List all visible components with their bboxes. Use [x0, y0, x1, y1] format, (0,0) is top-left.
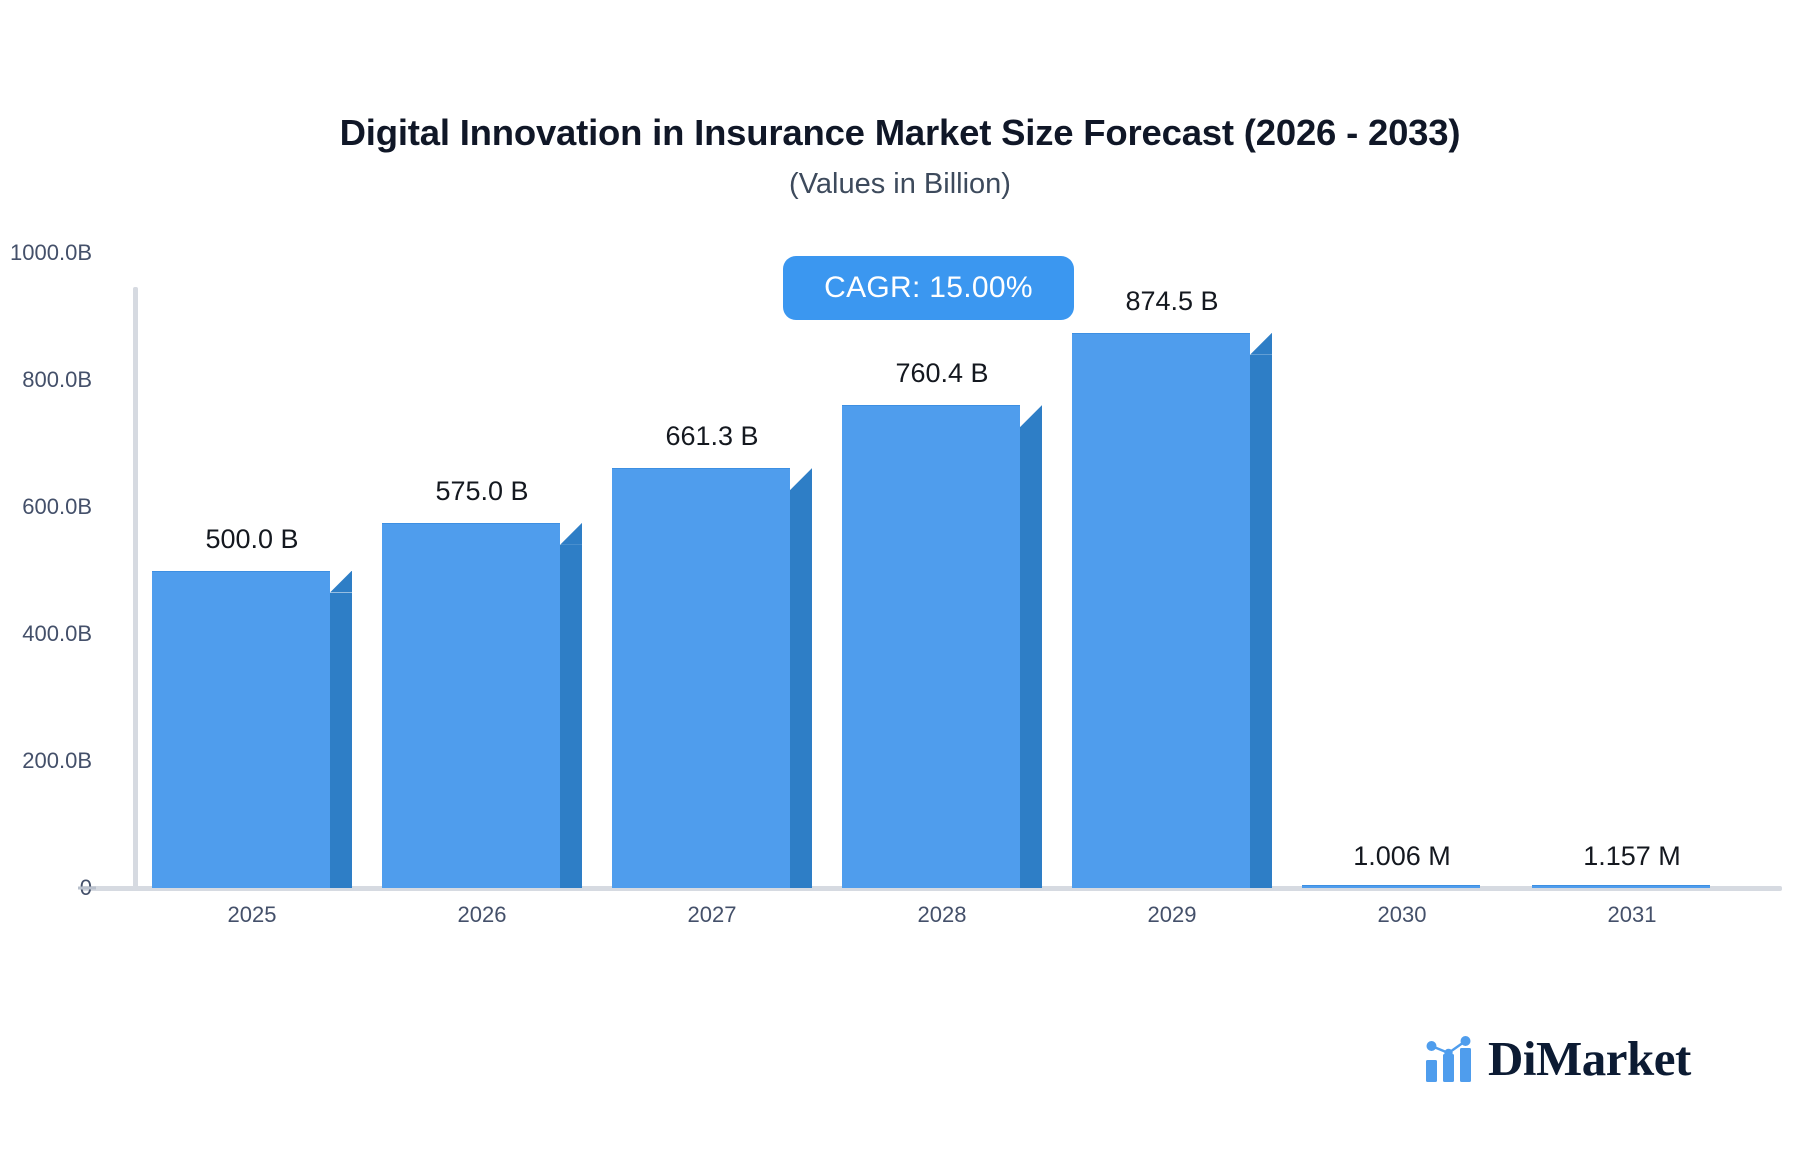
x-axis-tick-label: 2025: [227, 902, 277, 927]
bar-value-label: 874.5 B: [1125, 285, 1219, 316]
x-axis-tick-label: 2027: [687, 902, 737, 927]
x-axis-tick-label: 2026: [457, 902, 507, 927]
bar-value-label: 760.4 B: [895, 358, 989, 389]
bar-front-face: [152, 570, 330, 888]
x-axis-tick-label: 2031: [1607, 902, 1657, 927]
cagr-badge: CAGR: 15.00%: [783, 256, 1074, 320]
bar-front-face: [612, 468, 790, 888]
bar-2027[interactable]: [612, 0, 812, 888]
bar-side-face: [790, 490, 812, 888]
bar-top-bevel: [560, 522, 582, 545]
logo-wordmark: DiMarket: [1488, 1031, 1691, 1086]
bar-top-bevel: [1250, 332, 1272, 355]
bar-front-face: [382, 522, 560, 888]
bar-front-face: [1532, 885, 1710, 888]
bar-side-face: [1250, 354, 1272, 888]
bar-2031[interactable]: [1532, 0, 1732, 888]
bar-chart-icon: [1424, 1035, 1476, 1082]
bar-2025[interactable]: [152, 0, 352, 888]
bar-front-face: [842, 405, 1020, 888]
bar-side-face: [560, 544, 582, 888]
bar-value-label: 575.0 B: [435, 475, 529, 506]
bar-side-face: [1020, 427, 1042, 888]
bar-2026[interactable]: [382, 0, 582, 888]
bar-top-bevel: [330, 570, 352, 593]
bar-value-label: 661.3 B: [665, 421, 759, 452]
bar-value-label: 500.0 B: [205, 523, 299, 554]
bar-front-face: [1302, 885, 1480, 888]
chart-subtitle: (Values in Billion): [789, 168, 1011, 200]
bar-front-face: [1072, 332, 1250, 888]
x-axis-tick-label: 2028: [917, 902, 967, 927]
dimarket-logo: DiMarket: [1424, 1034, 1691, 1083]
bar-top-bevel: [1020, 405, 1042, 428]
bar-2028[interactable]: [842, 0, 1042, 888]
chart-title: Digital Innovation in Insurance Market S…: [339, 112, 1461, 153]
bar-2029[interactable]: [1072, 0, 1272, 888]
y-axis-tick-label: 600.0B: [22, 494, 92, 519]
bar-2030[interactable]: [1302, 0, 1502, 888]
y-axis-tick-label: 400.0B: [22, 621, 92, 646]
y-axis-line: [133, 287, 138, 888]
bar-top-bevel: [790, 468, 812, 491]
y-axis-tick-label: 200.0B: [22, 748, 92, 773]
x-axis-tick-label: 2029: [1147, 902, 1197, 927]
y-axis-tick-label: 800.0B: [22, 367, 92, 392]
bar-value-label: 1.006 M: [1353, 840, 1451, 871]
bar-value-label: 1.157 M: [1583, 840, 1681, 871]
y-axis-tick-mark: [78, 886, 96, 890]
x-axis-line: [82, 886, 1782, 891]
x-axis-tick-label: 2030: [1377, 902, 1427, 927]
y-axis-tick-label: 1000.0B: [10, 240, 92, 265]
bar-side-face: [330, 592, 352, 888]
